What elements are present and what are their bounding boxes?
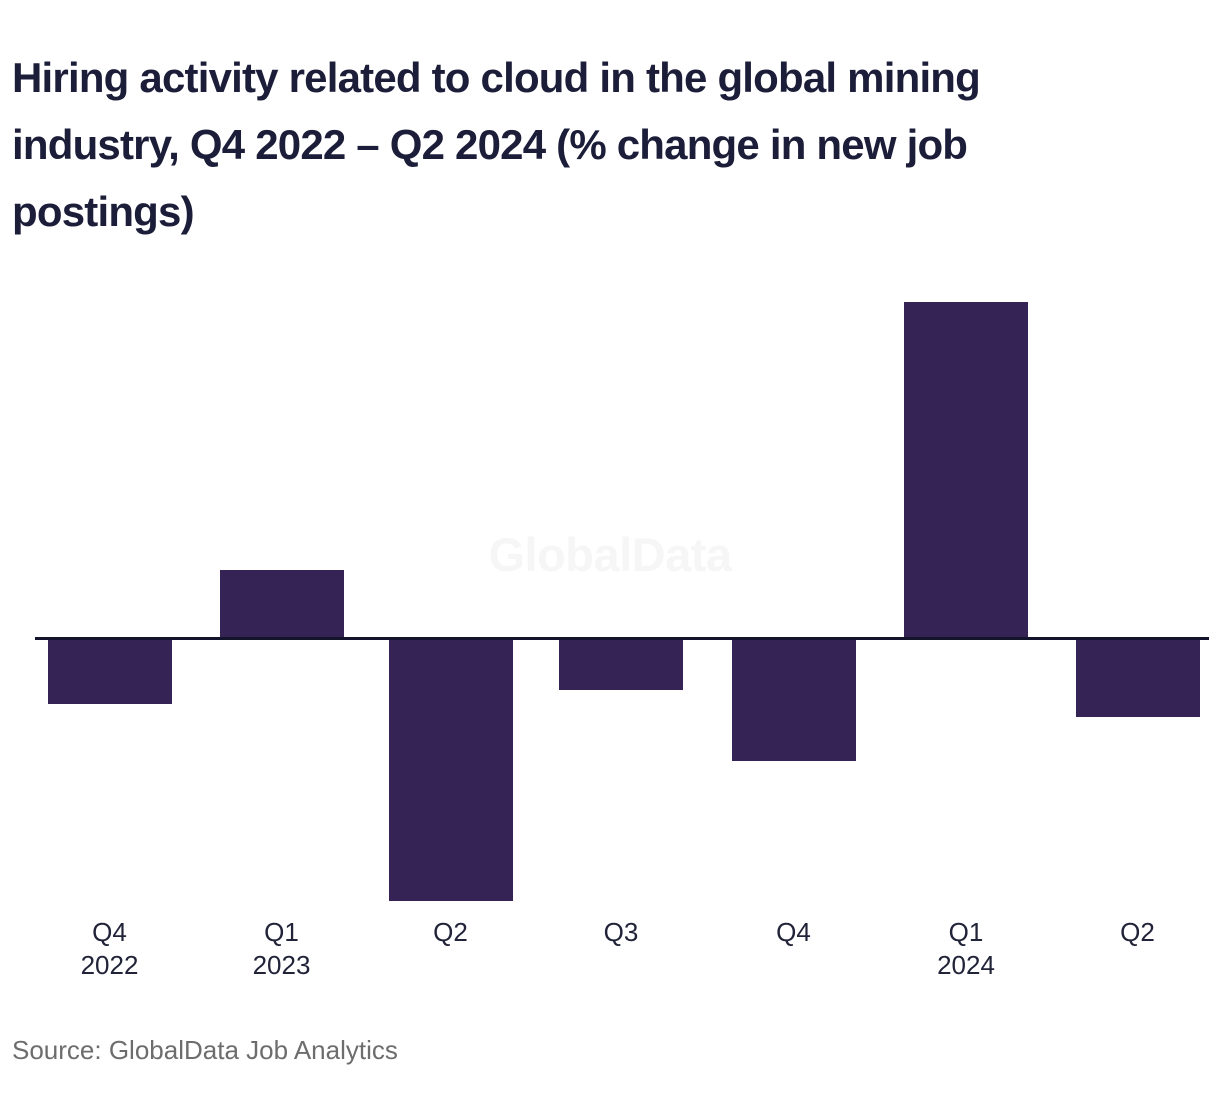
- tick-label-q2-2023: Q2: [433, 917, 468, 947]
- bar-q2-2023: [388, 640, 513, 901]
- chart-title-line-2: industry, Q4 2022 – Q2 2024 (% change in…: [12, 121, 968, 168]
- bar-q4-2023: [731, 640, 856, 761]
- source-caption: Source: GlobalData Job Analytics: [12, 1035, 398, 1065]
- bar-q1-2024: [904, 302, 1028, 637]
- chart-title: Hiring activity related to cloud in the …: [12, 44, 981, 245]
- tick-label-q1-2023: Q1 2023: [252, 917, 311, 980]
- tick-label-q2-2024: Q2: [1120, 917, 1155, 947]
- tick-label-q4-2023: Q4: [776, 917, 811, 947]
- x-axis-line: [35, 637, 1209, 640]
- bar-q2-2024: [1075, 640, 1200, 717]
- bar-q4-2022: [47, 640, 172, 704]
- tick-label-q1-2024: Q1 2024: [937, 917, 995, 980]
- bar-q1-2023: [219, 570, 344, 637]
- chart-title-line-1: Hiring activity related to cloud in the …: [12, 54, 981, 101]
- chart-title-line-3: postings): [12, 188, 195, 235]
- tick-label-q3-2023: Q3: [603, 917, 639, 947]
- tick-label-q4-2022: Q4 2022: [80, 917, 139, 980]
- globaldata-watermark: GlobalData: [488, 528, 732, 581]
- bar-q3-2023: [559, 640, 683, 690]
